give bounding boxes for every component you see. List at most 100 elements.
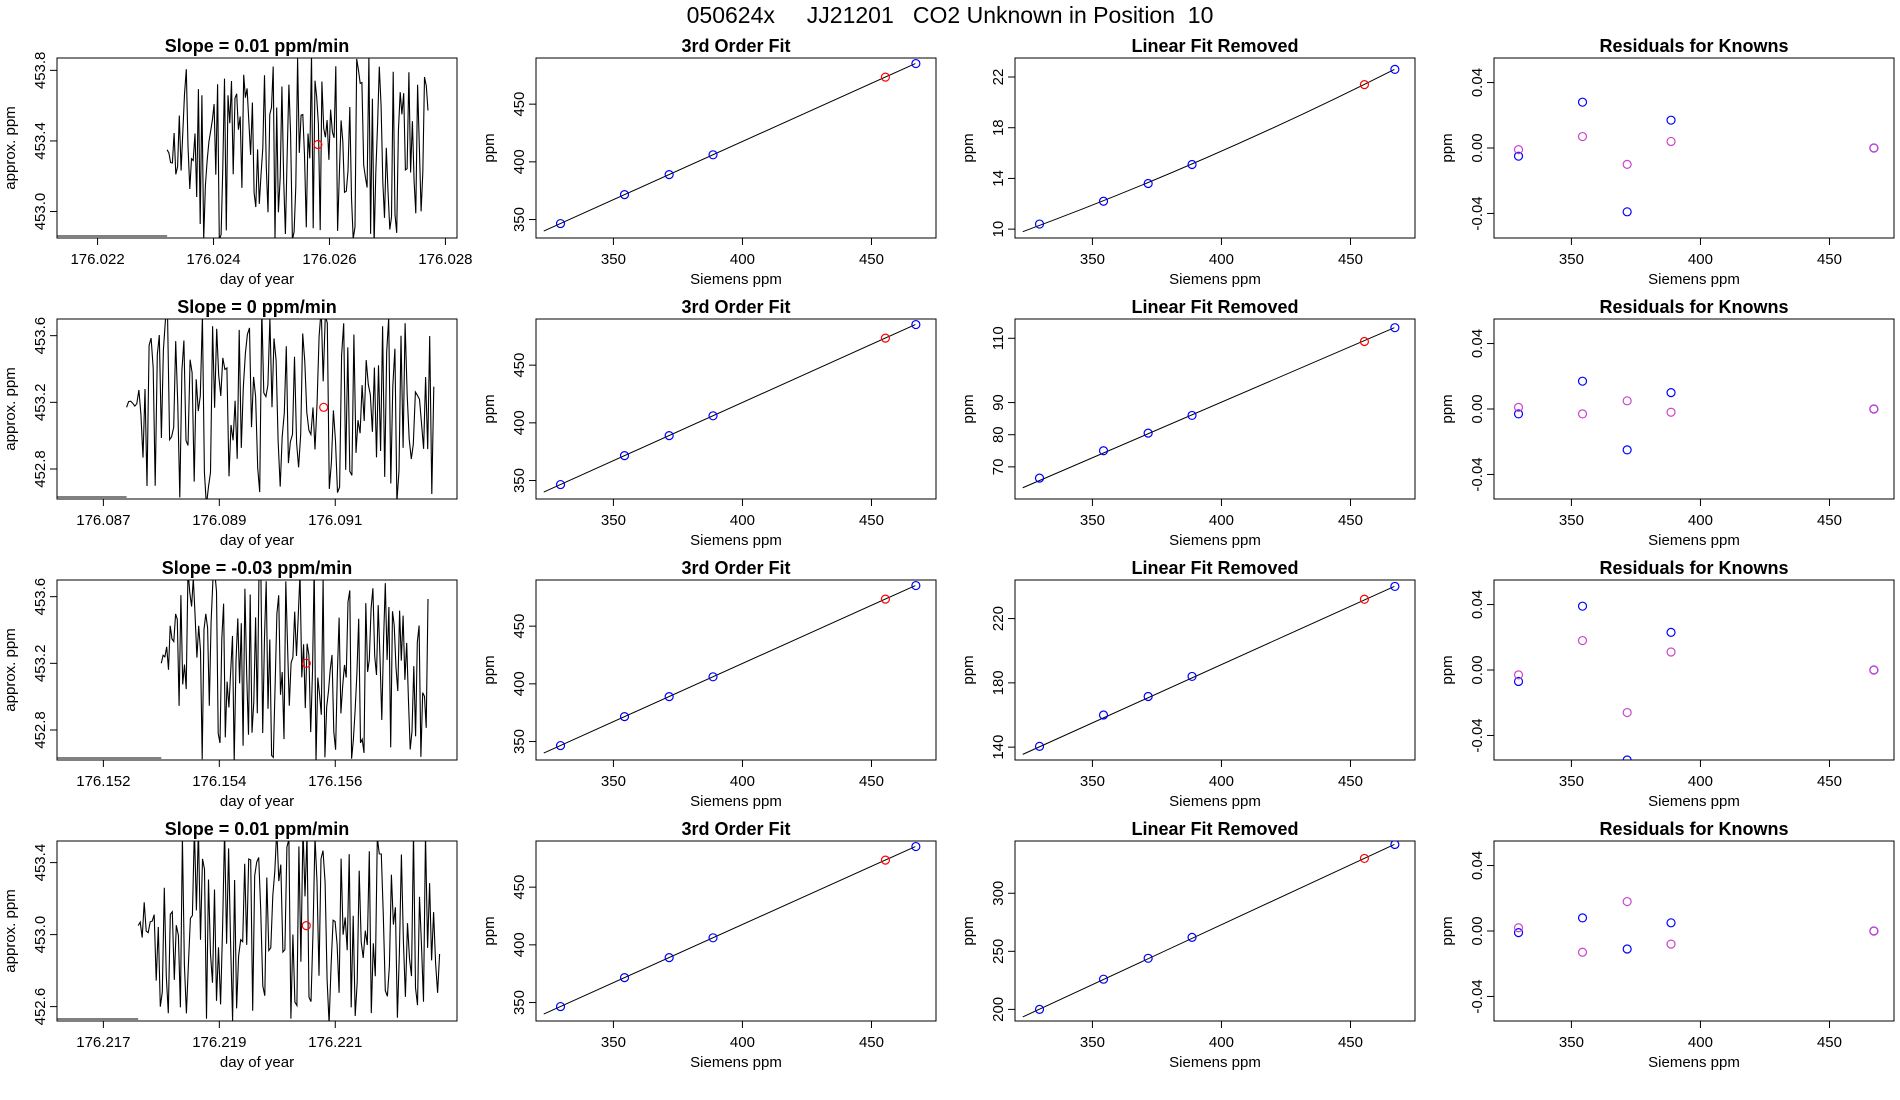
known-point [708,672,718,682]
known-point [664,431,674,441]
known-point [555,1001,566,1012]
residual-point [1577,601,1588,611]
known-point [619,190,630,200]
unknown-point [880,855,891,865]
known-point [555,740,566,751]
y-tick-label: 400 [511,671,528,696]
x-axis-label: day of year [220,532,294,549]
trace-line [126,319,435,499]
x-tick-label: 350 [601,773,626,790]
panel-2-3: Linear Fit Removed 350 400 450 Siemens ppm 70… [960,297,1416,549]
y-axis-label: ppm [481,916,498,945]
known-point [1034,473,1045,483]
y-axis-label: ppm [960,394,977,423]
y-axis-label: approx. ppm [2,889,19,972]
panel-title: 3rd Order Fit [681,36,790,56]
panel-1-1: Slope = 0.01 ppm/min 176.022 176.024 176.02… [2,36,473,288]
y-tick-label: -0.04 [1469,718,1486,752]
data-layer [1022,64,1400,233]
y-tick-label: 0.00 [1469,655,1486,684]
x-axis-label: Siemens ppm [690,1054,782,1071]
residual-point [1577,913,1588,923]
panel-1-4: Residuals for Knowns 350 400 450 Siemens ppm… [1439,36,1895,288]
y-tick-label: 453.2 [32,384,49,422]
data-layer [1513,896,1879,957]
y-tick-label: 0.00 [1469,916,1486,945]
known-point [911,841,921,852]
panel-title: Residuals for Knowns [1599,297,1788,317]
x-axis-label: Siemens ppm [1648,1054,1740,1071]
panel-1-3: Linear Fit Removed 350 400 450 Siemens ppm 10… [960,36,1416,288]
residual-point [1513,151,1524,161]
x-tick-label: 450 [859,251,884,268]
y-axis-label: ppm [1439,916,1456,945]
y-tick-label: 0.04 [1469,851,1486,880]
residual-point [1577,97,1588,107]
known-point [1034,1004,1045,1014]
x-tick-label: 450 [1817,251,1842,268]
data-layer [543,841,921,1015]
x-tick-label: 176.087 [76,512,130,529]
plot-frame [1014,318,1416,500]
unknown-point [1359,594,1370,604]
y-tick-label: 450 [511,875,528,900]
x-tick-label: 176.217 [76,1034,130,1051]
x-axis-label: Siemens ppm [1169,793,1261,810]
known-point [1390,841,1400,850]
known-point [619,451,630,461]
y-tick-label: 453.0 [32,193,49,231]
x-tick-label: 350 [1080,773,1105,790]
panel-3-2: 3rd Order Fit 350 400 450 Siemens ppm 350 400 4… [481,558,937,810]
x-tick-label: 400 [730,773,755,790]
x-tick-label: 450 [859,1034,884,1051]
known-point [1390,323,1400,333]
data-layer [57,58,429,238]
residual-point [1666,407,1676,417]
known-point [619,973,630,983]
x-tick-label: 350 [1559,1034,1584,1051]
y-tick-label: 180 [990,670,1007,695]
panel-4-4: Residuals for Knowns 350 400 450 Siemens ppm… [1439,819,1895,1071]
residual-point [1622,207,1632,217]
known-point [1098,446,1109,456]
y-tick-label: 452.6 [32,988,49,1026]
panel-1-2: 3rd Order Fit 350 400 450 Siemens ppm 350 400 4… [481,36,937,288]
residual-point [1666,115,1676,125]
x-tick-label: 176.219 [192,1034,246,1051]
residual-point [1666,627,1676,637]
x-tick-label: 400 [1209,251,1234,268]
plot-frame [1493,318,1895,500]
x-tick-label: 400 [1209,1034,1234,1051]
y-tick-label: 0.00 [1469,394,1486,423]
known-point [1034,741,1045,751]
residual-point [1666,388,1676,398]
plot-frame [1014,579,1416,761]
panel-title: Linear Fit Removed [1131,819,1298,839]
panel-title: Linear Fit Removed [1131,558,1298,578]
y-axis-label: ppm [1439,655,1456,684]
x-tick-label: 176.089 [192,512,246,529]
trace-line [160,580,429,760]
known-point [1034,219,1045,229]
known-point [1143,428,1153,438]
y-axis-label: ppm [481,133,498,162]
y-axis-label: ppm [1439,394,1456,423]
x-tick-label: 400 [730,512,755,529]
x-tick-label: 450 [1817,512,1842,529]
mean-marker [301,658,311,668]
y-tick-label: 400 [511,410,528,435]
residual-point [1622,944,1632,954]
data-layer [543,58,921,232]
trace-line [137,841,441,1021]
y-tick-label: -0.04 [1469,196,1486,230]
panel-4-2: 3rd Order Fit 350 400 450 Siemens ppm 350 400 4… [481,819,937,1071]
y-axis-label: approx. ppm [2,628,19,711]
x-tick-label: 176.156 [308,773,362,790]
panel-3-3: Linear Fit Removed 350 400 450 Siemens ppm 14… [960,558,1416,810]
panel-title: Linear Fit Removed [1131,36,1298,56]
y-tick-label: 80 [990,426,1007,443]
plot-frame [1493,579,1895,761]
x-tick-label: 350 [1559,773,1584,790]
panel-title: Slope = -0.03 ppm/min [162,558,353,578]
